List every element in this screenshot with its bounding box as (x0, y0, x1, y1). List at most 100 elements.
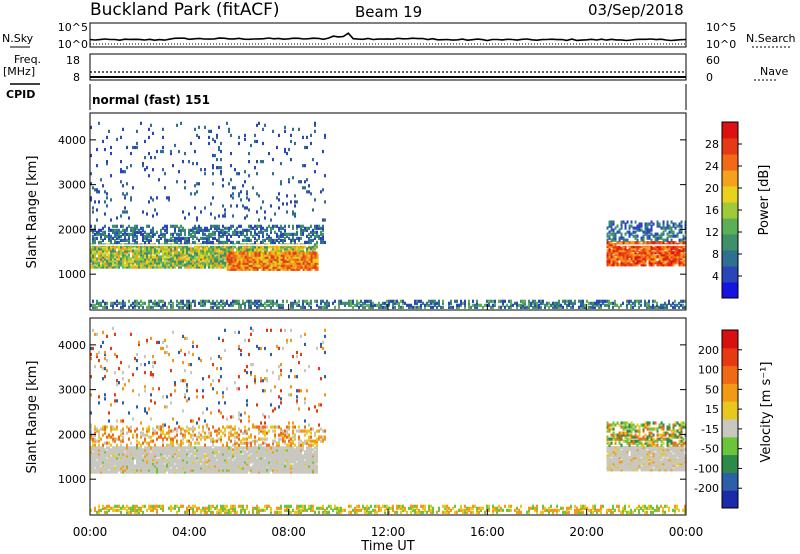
echo-cell (214, 255, 216, 259)
echo-cell (234, 452, 236, 456)
echo-cell (152, 448, 154, 452)
echo-cell (158, 238, 160, 243)
echo-cell (130, 458, 132, 462)
echo-cell (174, 143, 176, 148)
echo-cell (200, 226, 202, 230)
echo-cell (280, 261, 283, 265)
echo-cell (244, 137, 246, 142)
echo-cell (650, 259, 653, 263)
echo-cell (214, 245, 216, 249)
echo-cell (676, 232, 679, 236)
echo-cell (210, 253, 212, 257)
echo-cell (142, 228, 144, 232)
echo-cell (154, 464, 156, 468)
echo-cell (272, 454, 274, 458)
echo-cell (96, 245, 98, 249)
echo-cell (416, 299, 418, 303)
echo-cell (158, 255, 160, 259)
echo-cell (206, 299, 208, 303)
echo-cell (96, 470, 98, 474)
echo-cell (186, 261, 188, 265)
echo-cell (254, 166, 256, 170)
echo-cell (504, 305, 506, 309)
echo-cell (190, 259, 192, 263)
echo-cell (184, 230, 186, 234)
echo-cell (296, 200, 298, 204)
echo-cell (312, 259, 315, 263)
echo-cell (268, 267, 271, 271)
echo-cell (162, 466, 164, 470)
echo-cell (490, 299, 492, 303)
echo-cell (164, 446, 166, 450)
echo-cell (644, 249, 647, 253)
echo-cell (636, 259, 639, 263)
echo-cell (90, 263, 92, 267)
echo-cell (124, 194, 126, 198)
echo-cell (152, 446, 154, 450)
echo-cell (238, 301, 240, 305)
echo-cell (176, 464, 178, 468)
echo-cell (168, 257, 170, 261)
echo-cell (102, 466, 104, 470)
echo-cell (224, 253, 226, 257)
echo-cell (166, 196, 168, 200)
echo-cell (618, 241, 621, 245)
echo-cell (612, 243, 615, 247)
echo-cell (90, 198, 92, 202)
echo-cell (184, 249, 186, 253)
echo-cell (242, 301, 244, 305)
echo-cell (654, 241, 657, 245)
echo-cell (294, 265, 297, 269)
echo-cell (104, 212, 106, 216)
echo-cell (546, 301, 548, 305)
echo-cell (180, 224, 182, 228)
echo-cell (162, 249, 164, 253)
echo-cell (152, 232, 154, 236)
echo-cell (288, 255, 291, 259)
echo-cell (254, 139, 256, 144)
echo-cell (128, 448, 130, 452)
echo-cell (184, 245, 186, 249)
echo-cell (114, 460, 116, 464)
echo-cell (170, 236, 172, 240)
echo-cell (456, 299, 458, 303)
echo-cell (204, 172, 206, 176)
echo-cell (608, 259, 611, 263)
echo-cell (198, 464, 200, 468)
echo-cell (276, 263, 279, 267)
echo-cell (238, 251, 241, 255)
echo-cell (248, 174, 250, 178)
echo-cell (246, 263, 249, 267)
echo-cell (224, 232, 226, 236)
echo-cell (98, 230, 100, 234)
echo-cell (630, 241, 633, 245)
echo-cell (108, 454, 110, 458)
echo-cell (164, 172, 166, 176)
echo-cell (140, 245, 142, 249)
echo-cell (264, 446, 266, 450)
echo-cell (300, 226, 302, 230)
echo-cell (152, 131, 154, 136)
echo-cell (162, 448, 164, 452)
echo-cell (378, 301, 380, 305)
echo-cell (94, 462, 96, 466)
echo-cell (156, 230, 158, 234)
echo-cell (642, 241, 645, 245)
echo-cell (194, 462, 196, 466)
echo-cell (128, 261, 130, 265)
echo-cell (216, 460, 218, 464)
echo-cell (214, 253, 216, 257)
echo-cell (238, 141, 240, 146)
echo-cell (140, 261, 142, 265)
echo-cell (96, 305, 98, 309)
echo-cell (170, 458, 172, 462)
echo-cell (134, 261, 136, 265)
echo-cell (216, 464, 218, 468)
echo-cell (150, 236, 152, 240)
echo-cell (218, 145, 220, 150)
echo-cell (166, 468, 168, 472)
echo-cell (316, 299, 318, 303)
echo-cell (260, 263, 263, 267)
echo-cell (100, 301, 102, 305)
echo-cell (120, 247, 122, 251)
